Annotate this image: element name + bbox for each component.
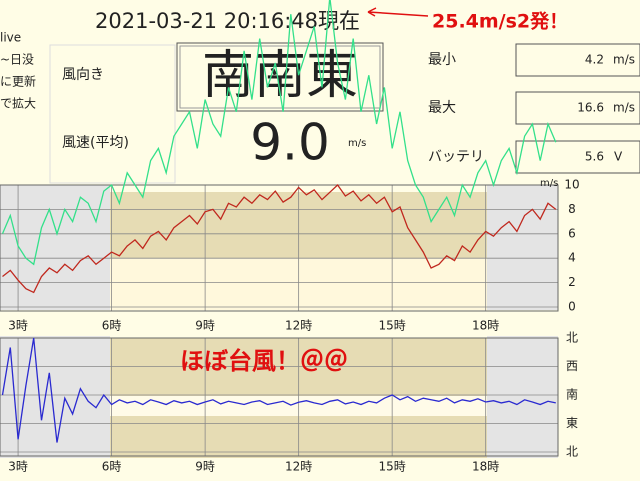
y-tick-label: 南	[566, 387, 578, 402]
x-tick-label: 9時	[195, 460, 215, 474]
battery-value: 5.6	[585, 150, 604, 164]
data-line	[1, 0, 557, 266]
y-tick-label: 北	[566, 331, 578, 345]
min-box	[515, 43, 640, 77]
y-axis-unit: m/s	[540, 178, 558, 189]
min-label: 最小	[428, 52, 456, 68]
x-tick-label: 15時	[379, 319, 406, 333]
data-line	[2, 184, 557, 294]
y-tick-label: 6	[568, 226, 576, 240]
y-tick-label: 北	[566, 445, 578, 459]
x-tick-label: 9時	[195, 319, 215, 333]
y-tick-label: 東	[566, 416, 578, 430]
min-value: 4.2	[585, 53, 604, 67]
x-tick-label: 18時	[472, 460, 499, 474]
battery-box	[515, 140, 640, 174]
x-tick-label: 18時	[472, 319, 499, 333]
y-tick-label: 0	[568, 300, 576, 314]
min-unit: m/s	[613, 53, 635, 67]
x-tick-label: 6時	[102, 460, 122, 474]
direction-box-inner	[179, 45, 381, 109]
y-tick-label: 8	[568, 202, 576, 216]
max-unit: m/s	[613, 101, 635, 115]
sidebar-line: live	[0, 31, 21, 45]
speed-value: 9.0	[250, 114, 330, 172]
y-tick-label: 10	[564, 178, 579, 192]
lines	[1, 0, 557, 443]
battery-label: バッテリ	[428, 149, 484, 165]
direction-value: 南南東	[202, 46, 358, 106]
x-tick-label: 3時	[8, 319, 28, 333]
y-tick-label: 4	[568, 251, 576, 265]
chart-annotation: ほぼ台風！＠＠	[180, 347, 348, 375]
sidebar-line: ~日没	[0, 52, 34, 67]
direction-label: 風向き	[62, 67, 104, 83]
max-value: 16.6	[577, 101, 604, 115]
speed-label: 風速(平均)	[62, 135, 129, 151]
sidebar-line: で拡大	[0, 97, 36, 111]
max-box	[515, 91, 640, 125]
plot-frame	[0, 184, 559, 312]
panel-frame	[49, 44, 176, 184]
x-tick-label: 3時	[8, 460, 28, 474]
y-tick-label: 2	[568, 275, 576, 289]
timestamp: 2021-03-21 20:16:48現在	[95, 9, 360, 33]
x-tick-label: 12時	[285, 460, 312, 474]
y-tick-label: 西	[566, 359, 578, 373]
x-tick-label: 6時	[102, 319, 122, 333]
x-tick-label: 15時	[379, 460, 406, 474]
battery-unit: V	[614, 150, 623, 164]
data-line	[1, 337, 556, 443]
arrow	[367, 7, 429, 17]
speed-unit: m/s	[348, 138, 366, 149]
plot-frame	[0, 337, 559, 457]
annotation: 25.4m/s2発！	[432, 10, 568, 33]
sidebar-line: に更新	[0, 74, 36, 89]
max-label: 最大	[428, 100, 456, 116]
x-tick-label: 12時	[285, 319, 312, 333]
